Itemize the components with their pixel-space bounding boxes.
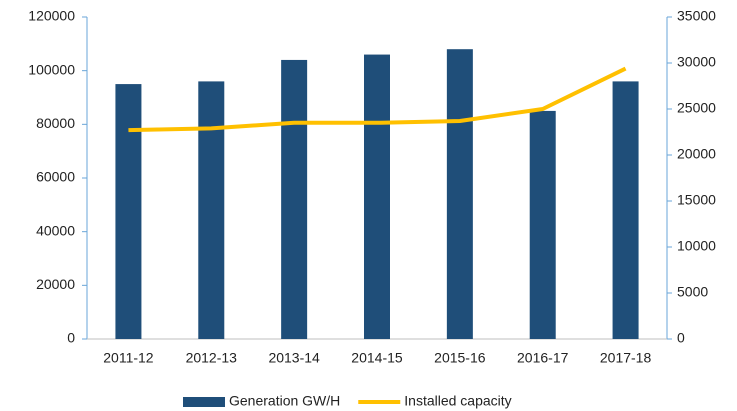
x-tick-label: 2015-16: [434, 350, 486, 366]
bar: [364, 54, 390, 340]
x-tick-label: 2011-12: [103, 350, 154, 366]
bar: [115, 84, 142, 339]
y2-tick-label: 35000: [677, 8, 716, 24]
y2-tick-label: 20000: [677, 146, 716, 162]
x-tick-label: 2014-15: [351, 350, 403, 366]
y-tick-label: 40000: [36, 222, 75, 238]
y2-tick-label: 5000: [677, 284, 708, 300]
legend-label: Generation GW/H: [229, 393, 340, 409]
y2-tick-label: 25000: [677, 100, 716, 116]
y-tick-label: 120000: [28, 8, 75, 24]
y2-tick-label: 15000: [677, 192, 716, 208]
x-tick-label: 2013-14: [268, 350, 320, 366]
legend-swatch: [183, 397, 225, 407]
bar: [281, 59, 308, 339]
y2-tick-label: 10000: [677, 238, 716, 254]
bar: [446, 49, 473, 339]
y-tick-label: 100000: [28, 61, 75, 77]
y2-tick-label: 30000: [677, 54, 716, 70]
y-tick-label: 60000: [36, 169, 75, 185]
legend-label: Installed capacity: [404, 393, 511, 409]
bar: [198, 81, 225, 340]
x-tick-label: 2017-18: [600, 350, 652, 366]
line: [128, 66, 627, 133]
y-tick-label: 80000: [36, 115, 75, 131]
bar: [529, 110, 556, 340]
y2-tick-label: 0: [677, 330, 685, 346]
bar: [612, 81, 639, 340]
x-tick-label: 2012-13: [186, 350, 238, 366]
x-tick-label: 2016-17: [517, 350, 569, 366]
y-tick-label: 0: [67, 330, 75, 346]
y-tick-label: 20000: [36, 276, 75, 292]
